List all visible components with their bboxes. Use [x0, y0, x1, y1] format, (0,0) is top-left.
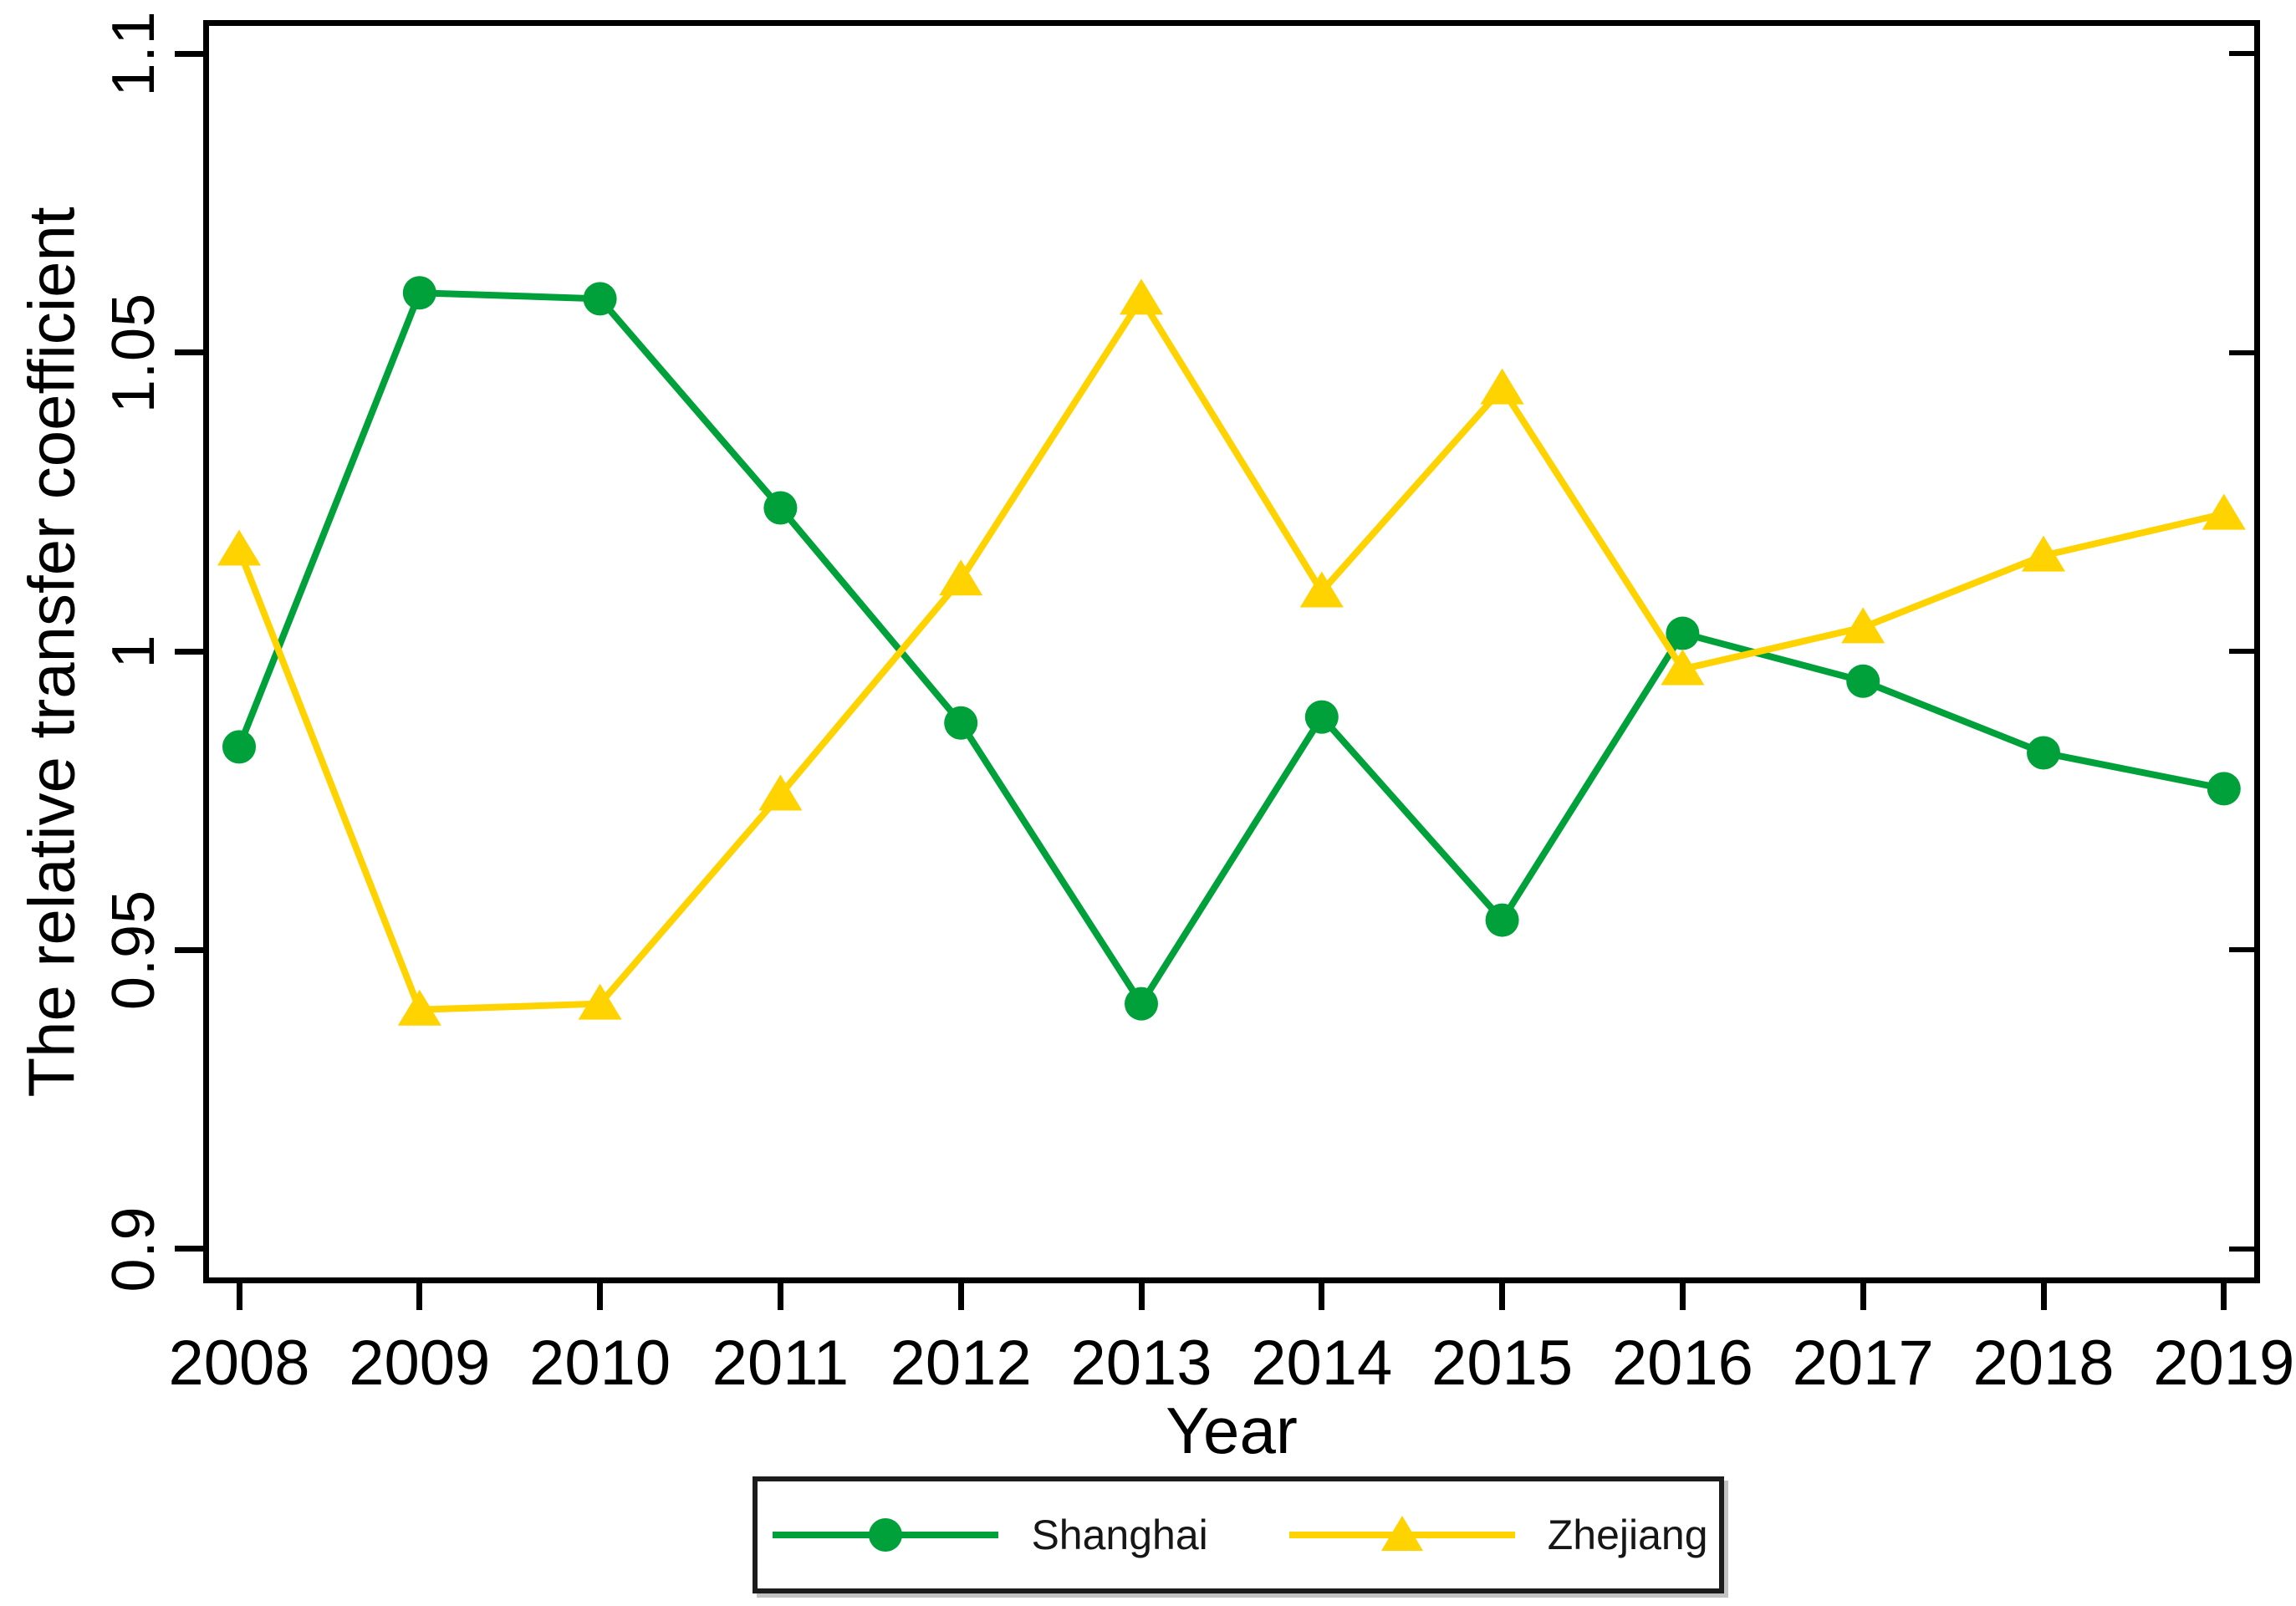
x-tick-2009 — [416, 1283, 423, 1310]
x-tick-label-2012: 2012 — [890, 1328, 1032, 1399]
shanghai-marker-2014 — [1304, 700, 1339, 734]
legend-item-shanghai: Shanghai — [768, 1508, 1208, 1562]
x-tick-2012 — [957, 1283, 964, 1310]
x-tick-label-2015: 2015 — [1431, 1328, 1574, 1399]
y-tick-label-1.1: 1.1 — [100, 10, 167, 97]
zhejiang-marker-2016 — [1661, 649, 1705, 686]
x-tick-label-2013: 2013 — [1070, 1328, 1212, 1399]
zhejiang-marker-2008 — [217, 529, 261, 566]
zhejiang-swatch-triangle-icon — [1380, 1516, 1423, 1551]
x-axis-title: Year — [1166, 1394, 1298, 1467]
x-tick-label-2016: 2016 — [1611, 1328, 1753, 1399]
zhejiang-marker-2010 — [578, 983, 622, 1020]
y-tick-1.1 — [175, 50, 203, 57]
y-tick-label-1: 1 — [100, 634, 167, 669]
x-tick-2015 — [1499, 1283, 1506, 1310]
x-tick-2010 — [597, 1283, 604, 1310]
x-tick-2017 — [1860, 1283, 1866, 1310]
y-tick-0.9 — [175, 1246, 203, 1252]
x-tick-2018 — [2040, 1283, 2047, 1310]
y-tick-label-0.9: 0.9 — [100, 1206, 167, 1292]
y-tick-right-0.95 — [2229, 947, 2254, 953]
shanghai-marker-2013 — [1125, 987, 1158, 1021]
y-tick-right-1 — [2229, 649, 2254, 654]
y-tick-0.95 — [175, 946, 203, 953]
x-tick-label-2008: 2008 — [168, 1328, 310, 1399]
zhejiang-marker-2018 — [2022, 535, 2065, 572]
x-tick-label-2019: 2019 — [2153, 1328, 2295, 1399]
zhejiang-marker-2019 — [2202, 493, 2246, 530]
shanghai-line — [236, 289, 2225, 1011]
y-tick-label-1.05: 1.05 — [100, 292, 167, 413]
shanghai-marker-2017 — [1846, 664, 1880, 698]
shanghai-marker-2008 — [222, 730, 256, 764]
legend-item-zhejiang: Zhejiang — [1285, 1508, 1708, 1562]
shanghai-marker-2019 — [2207, 772, 2241, 806]
zhejiang-marker-2009 — [397, 989, 441, 1026]
x-tick-label-2009: 2009 — [349, 1328, 491, 1399]
x-tick-label-2010: 2010 — [529, 1328, 671, 1399]
x-tick-2016 — [1679, 1283, 1686, 1310]
x-tick-label-2018: 2018 — [1972, 1328, 2115, 1399]
zhejiang-marker-2017 — [1841, 607, 1885, 644]
plot-frame — [203, 20, 2260, 1283]
y-tick-right-0.9 — [2229, 1246, 2254, 1252]
shanghai-marker-2010 — [583, 282, 617, 316]
zhejiang-line-triangle-swatch — [1288, 1516, 1515, 1551]
zhejiang-marker-2014 — [1299, 571, 1344, 608]
x-tick-2019 — [2221, 1283, 2227, 1310]
legend-label-shanghai: Shanghai — [1031, 1512, 1208, 1558]
shanghai-swatch-circle-icon — [869, 1518, 903, 1552]
shanghai-marker-2009 — [402, 276, 436, 310]
shanghai-marker-2012 — [944, 706, 978, 740]
y-tick-right-1.05 — [2229, 349, 2254, 355]
x-tick-2011 — [777, 1283, 783, 1310]
x-tick-2013 — [1138, 1283, 1145, 1310]
x-tick-2008 — [236, 1283, 242, 1310]
zhejiang-marker-2011 — [758, 774, 803, 811]
zhejiang-marker-2012 — [939, 559, 983, 596]
x-tick-label-2014: 2014 — [1251, 1328, 1393, 1399]
zhejiang-line — [236, 292, 2225, 1013]
x-tick-label-2011: 2011 — [712, 1328, 850, 1399]
x-tick-2014 — [1319, 1283, 1325, 1310]
y-tick-right-1.1 — [2229, 51, 2254, 57]
y-tick-label-0.95: 0.95 — [100, 890, 167, 1011]
shanghai-line-circle-swatch — [773, 1518, 999, 1552]
legend: Shanghai Zhejiang — [753, 1476, 1724, 1593]
zhejiang-marker-2015 — [1480, 368, 1524, 405]
y-tick-1.05 — [175, 349, 203, 356]
shanghai-marker-2015 — [1485, 903, 1519, 937]
shanghai-marker-2011 — [763, 491, 798, 525]
legend-label-zhejiang: Zhejiang — [1547, 1512, 1708, 1558]
shanghai-marker-2018 — [2027, 736, 2060, 770]
shanghai-marker-2016 — [1666, 616, 1700, 650]
x-tick-label-2017: 2017 — [1792, 1328, 1934, 1399]
y-tick-1 — [175, 648, 203, 655]
zhejiang-marker-2013 — [1120, 278, 1163, 315]
